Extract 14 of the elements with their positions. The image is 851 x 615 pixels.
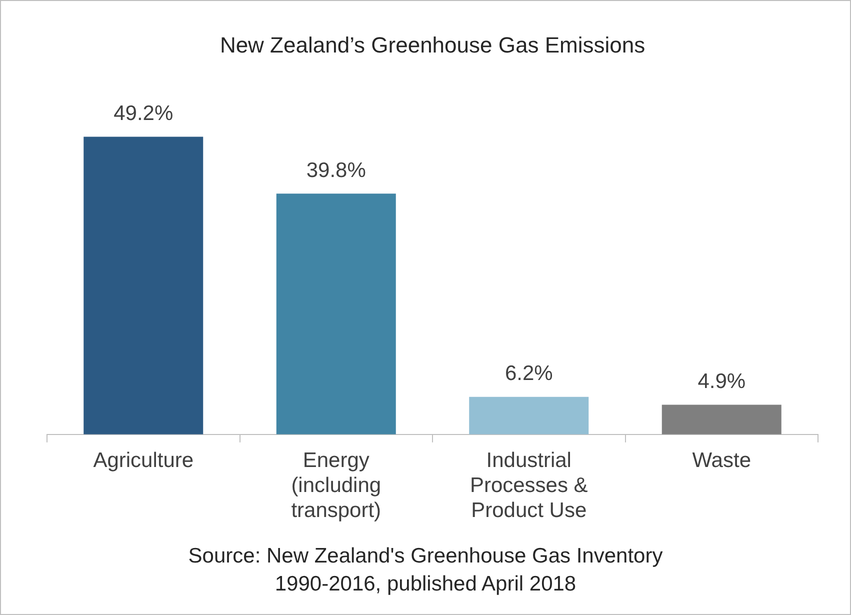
x-tick-label: Waste <box>692 448 751 472</box>
data-label: 49.2% <box>114 102 174 126</box>
x-tick-label: Industrial Processes & Product Use <box>470 448 588 522</box>
bar <box>276 194 396 434</box>
chart-title: New Zealand’s Greenhouse Gas Emissions <box>220 32 646 58</box>
data-label: 39.8% <box>306 158 366 182</box>
data-label: 6.2% <box>504 362 553 386</box>
data-label: 4.9% <box>698 370 746 394</box>
bar <box>469 396 589 434</box>
x-tick-label: Energy (including transport) <box>291 448 382 522</box>
x-tick-label: Agriculture <box>93 448 194 472</box>
source-note: Source: New Zealand's Greenhouse Gas Inventory 1990-2016, published April 2018 <box>188 544 664 596</box>
bar <box>662 404 782 434</box>
bar <box>84 136 204 434</box>
